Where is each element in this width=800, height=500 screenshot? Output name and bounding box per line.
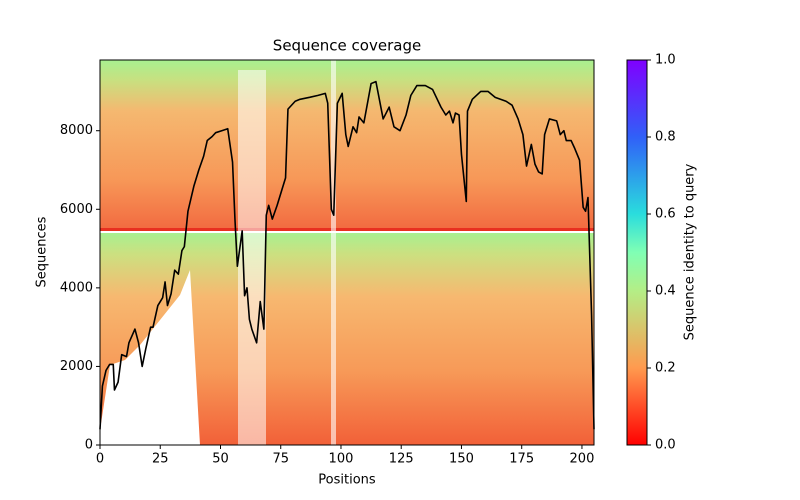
chart-title: Sequence coverage [273, 37, 421, 55]
heatmap-gap [100, 270, 200, 445]
colorbar-tick-label: 1.0 [655, 53, 676, 68]
colorbar-tick-label: 0.8 [655, 130, 676, 145]
y-tick-label: 6000 [60, 202, 93, 217]
y-tick-label: 0 [85, 438, 93, 453]
y-tick-label: 8000 [60, 123, 93, 138]
x-tick-label: 125 [389, 452, 414, 467]
x-tick-label: 0 [96, 452, 104, 467]
x-axis-label: Positions [318, 473, 376, 488]
colorbar-tick-label: 0.4 [655, 284, 676, 299]
coverage-line [99, 80, 595, 430]
x-tick-label: 25 [152, 452, 169, 467]
x-tick-label: 200 [570, 452, 595, 467]
colorbar [626, 59, 648, 446]
y-tick-label: 4000 [60, 280, 93, 295]
x-tick-label: 50 [212, 452, 229, 467]
plot-frame [99, 59, 595, 446]
colorbar-tick-label: 0.2 [655, 361, 676, 376]
heatmap-gap [331, 60, 336, 445]
y-axis-label: Sequences [35, 216, 50, 287]
heatmap-band [100, 60, 594, 230]
x-tick-label: 150 [449, 452, 474, 467]
heatmap-band [100, 228, 594, 231]
x-tick-label: 100 [329, 452, 354, 467]
coverage-heatmap [100, 60, 594, 445]
y-tick-label: 2000 [60, 359, 93, 374]
colorbar-tick-label: 0.6 [655, 207, 676, 222]
x-tick-label: 175 [509, 452, 534, 467]
colorbar-label: Sequence identity to query [683, 163, 698, 340]
colorbar-tick-label: 0.0 [655, 438, 676, 453]
heatmap-gap [238, 70, 266, 445]
x-tick-label: 75 [272, 452, 289, 467]
